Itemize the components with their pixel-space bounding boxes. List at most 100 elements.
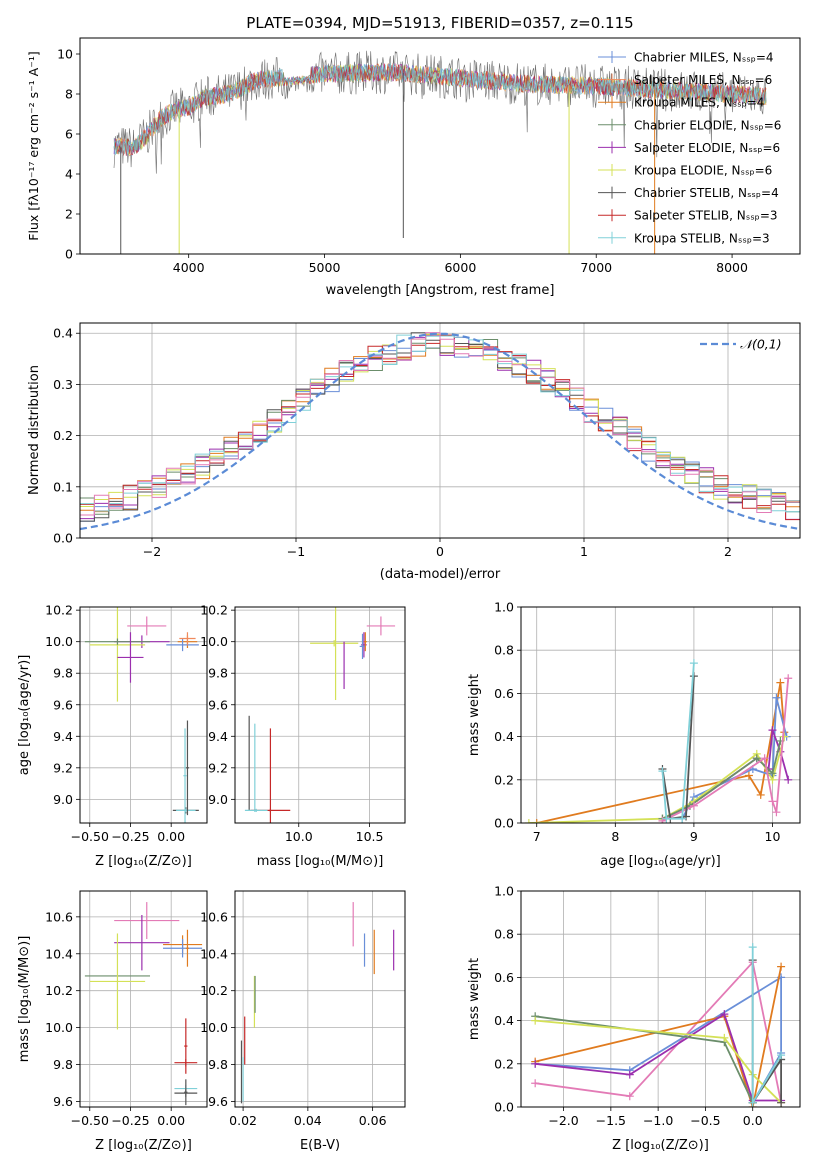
data-point xyxy=(531,1016,540,1025)
data-point xyxy=(784,775,793,784)
y-tick-label: 10.2 xyxy=(200,603,228,618)
y-tick-label: 10.6 xyxy=(200,909,228,924)
y-tick-label: 0.6 xyxy=(494,970,514,985)
data-point xyxy=(720,1010,729,1019)
x-tick-label: 1 xyxy=(580,544,588,559)
weight-age-xlabel: age [log₁₀(age/yr)] xyxy=(600,854,721,869)
legend-entry: Kroupa MILES, Nₛₛₚ=4 xyxy=(634,96,764,110)
y-tick-label: 0.1 xyxy=(53,479,73,494)
data-point xyxy=(784,674,793,683)
x-tick-label: −2.0 xyxy=(548,1113,578,1128)
legend-entry: Salpeter ELODIE, Nₛₛₚ=6 xyxy=(634,141,780,155)
x-tick-label: 0.06 xyxy=(359,1113,387,1128)
data-point xyxy=(777,1051,786,1060)
data-point xyxy=(768,797,777,806)
x-tick-label: 2 xyxy=(724,544,732,559)
data-point xyxy=(531,1059,540,1068)
data-point xyxy=(772,693,781,702)
x-tick-label: −2 xyxy=(143,544,161,559)
data-point xyxy=(678,814,687,823)
y-tick-label: 9.8 xyxy=(208,666,228,681)
x-tick-label: −1.5 xyxy=(596,1113,626,1128)
y-tick-label: 8 xyxy=(65,87,73,102)
y-tick-label: 9.8 xyxy=(53,1057,73,1072)
histogram-step xyxy=(80,332,800,516)
x-tick-label: 0.00 xyxy=(157,1113,185,1128)
y-tick-label: 9.4 xyxy=(208,729,228,744)
y-tick-label: 10.0 xyxy=(45,634,73,649)
y-tick-label: 9.2 xyxy=(208,760,228,775)
weight-series xyxy=(536,682,786,823)
weight-series xyxy=(662,678,790,822)
y-tick-label: 9.6 xyxy=(208,1094,228,1109)
x-tick-label: 6000 xyxy=(444,260,476,275)
y-tick-label: 0.8 xyxy=(494,643,514,658)
mass-EBV-frame xyxy=(234,890,406,1108)
mass-Z-frame xyxy=(79,890,208,1108)
residuals-axes xyxy=(76,323,800,542)
y-tick-label: 0.2 xyxy=(494,772,514,787)
y-tick-label: 9.2 xyxy=(53,760,73,775)
y-tick-label: 9.6 xyxy=(208,697,228,712)
x-tick-label: 5000 xyxy=(309,260,341,275)
data-point xyxy=(777,1098,786,1107)
y-tick-label: 9.4 xyxy=(53,729,73,744)
age-mass-frame xyxy=(234,606,406,824)
x-tick-label: −0.25 xyxy=(111,1113,149,1128)
data-point xyxy=(524,819,533,823)
y-tick-label: 0 xyxy=(65,247,73,262)
data-point xyxy=(780,732,789,741)
x-tick-label: 0.00 xyxy=(157,829,185,844)
y-tick-label: 9.8 xyxy=(53,666,73,681)
x-tick-label: −0.50 xyxy=(71,1113,109,1128)
y-tick-label: 0.0 xyxy=(53,531,73,546)
y-tick-label: 10.4 xyxy=(45,946,73,961)
age-Z-ylabel: age [log₁₀(age/yr)] xyxy=(17,655,32,776)
residuals-xlabel: (data-model)/error xyxy=(380,567,501,582)
age-Z-frame xyxy=(79,606,208,824)
x-tick-label: −0.50 xyxy=(71,829,109,844)
data-point xyxy=(776,678,785,687)
data-point xyxy=(658,767,667,776)
y-tick-label: 9.8 xyxy=(208,1057,228,1072)
weight-Z-axes xyxy=(517,890,800,1111)
weight-age-ylabel: mass weight xyxy=(467,674,482,756)
y-tick-label: 10.0 xyxy=(45,1020,73,1035)
y-tick-label: 0.2 xyxy=(53,428,73,443)
weight-age-frame xyxy=(520,606,801,824)
legend-entry: Salpeter MILES, Nₛₛₚ=6 xyxy=(634,73,772,87)
data-point xyxy=(756,790,765,799)
weight-series xyxy=(535,1019,782,1104)
y-tick-label: 0.6 xyxy=(494,686,514,701)
data-point xyxy=(720,1033,729,1042)
data-point xyxy=(744,771,753,780)
data-point xyxy=(748,943,757,952)
y-tick-label: 1.0 xyxy=(494,884,514,899)
data-point xyxy=(748,1098,757,1107)
y-tick-label: 9.0 xyxy=(53,792,73,807)
x-tick-label: 0.0 xyxy=(743,1113,763,1128)
x-tick-label: −0.5 xyxy=(690,1113,720,1128)
data-point xyxy=(689,801,698,810)
y-tick-label: 0.0 xyxy=(494,816,514,831)
weight-series xyxy=(661,676,695,820)
y-tick-label: 1.0 xyxy=(494,600,514,615)
x-tick-label: 10.5 xyxy=(356,829,384,844)
age-mass-xlabel: mass [log₁₀(M/M⊙)] xyxy=(257,854,384,869)
spectrum-chabrier-stelib xyxy=(113,50,767,174)
x-tick-label: 0.02 xyxy=(229,1113,257,1128)
spectrum-frame xyxy=(79,37,801,255)
data-point xyxy=(777,962,786,971)
weight-Z-frame xyxy=(520,890,801,1108)
x-tick-label: 0 xyxy=(436,544,444,559)
y-tick-label: 0.4 xyxy=(494,1013,514,1028)
y-tick-label: 10 xyxy=(57,47,73,62)
y-tick-label: 0.4 xyxy=(494,729,514,744)
x-tick-label: 4000 xyxy=(173,260,205,275)
x-tick-label: 7000 xyxy=(580,260,612,275)
y-tick-label: 0.3 xyxy=(53,377,73,392)
weight-Z-ylabel: mass weight xyxy=(467,958,482,1040)
legend-entry: Chabrier MILES, Nₛₛₚ=4 xyxy=(634,51,774,65)
mass-EBV-axes xyxy=(231,891,405,1111)
